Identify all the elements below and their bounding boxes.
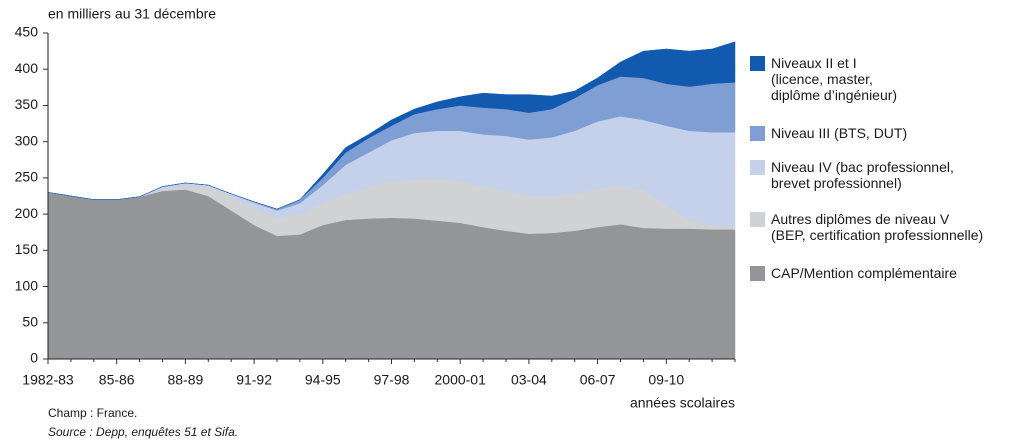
y-tick-label: 250 xyxy=(15,169,39,185)
legend-label: Niveaux II et I (licence, master, diplôme … xyxy=(771,55,897,103)
x-tick-label: 09-10 xyxy=(648,372,684,388)
x-tick-label: 85-86 xyxy=(99,372,135,388)
source: Source : Depp, enquêtes 51 et Sifa. xyxy=(48,425,238,439)
legend-swatch xyxy=(750,56,765,71)
y-tick-label: 300 xyxy=(15,132,39,148)
y-tick-label: 400 xyxy=(15,60,39,76)
legend-label: Autres diplômes de niveau V (BEP, certifi… xyxy=(771,211,983,243)
note: Champ : France. xyxy=(48,406,137,420)
x-tick-label: 88-89 xyxy=(167,372,203,388)
y-tick-label: 350 xyxy=(15,96,39,112)
x-tick-label: 97-98 xyxy=(374,372,410,388)
y-tick-label: 0 xyxy=(30,350,38,366)
legend-swatch xyxy=(750,126,765,141)
x-tick-label: 91-92 xyxy=(236,372,272,388)
legend-label: Niveau III (BTS, DUT) xyxy=(771,125,907,141)
x-axis-label: années scolaires xyxy=(630,395,735,411)
x-tick-label: 1982-83 xyxy=(22,372,74,388)
legend-swatch xyxy=(750,266,765,281)
legend-swatch xyxy=(750,212,765,227)
legend-swatch xyxy=(750,160,765,175)
y-tick-label: 450 xyxy=(15,24,39,40)
legend-label: Niveau IV (bac professionnel, brevet prof… xyxy=(771,159,954,191)
legend-label: CAP/Mention complémentaire xyxy=(771,265,957,281)
x-tick-label: 2000-01 xyxy=(435,372,487,388)
area xyxy=(47,41,736,210)
y-tick-label: 150 xyxy=(15,241,39,257)
x-tick-label: 94-95 xyxy=(305,372,341,388)
y-tick-label: 100 xyxy=(15,277,39,293)
subtitle: en milliers au 31 décembre xyxy=(48,6,216,22)
x-tick-label: 06-07 xyxy=(580,372,616,388)
y-tick-label: 50 xyxy=(22,313,38,329)
x-tick-label: 03-04 xyxy=(511,372,547,388)
y-tick-label: 200 xyxy=(15,205,39,221)
